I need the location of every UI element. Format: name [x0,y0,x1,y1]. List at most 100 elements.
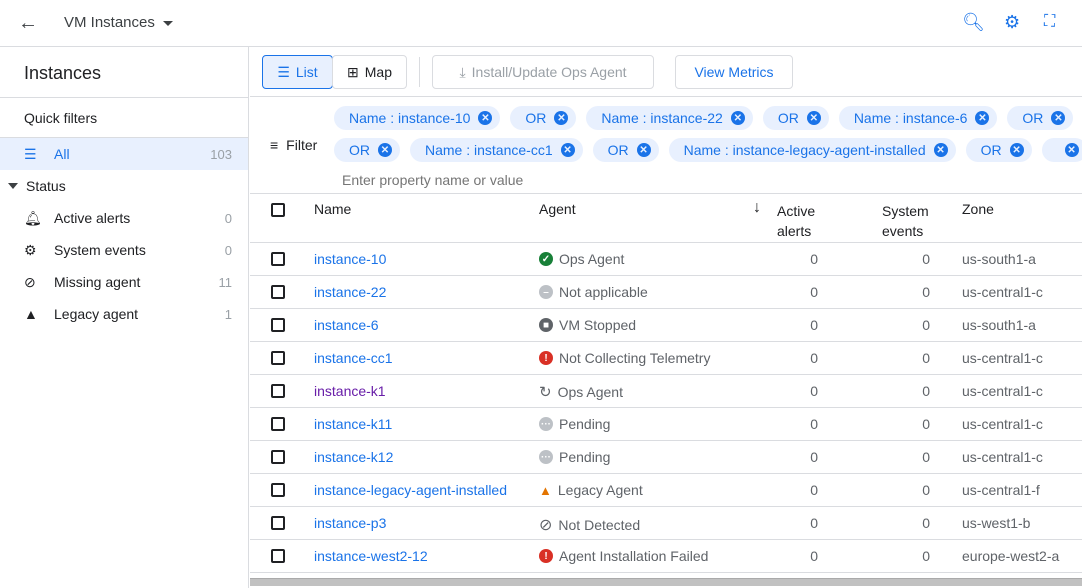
updating-icon: ↻ [539,384,552,401]
column-active-alerts[interactable]: Active alerts [777,201,815,241]
filter-chip[interactable]: Name : instance-legacy-agent-installed ✕ [668,138,956,162]
sidebar-item-legacy-agent[interactable]: ▲ Legacy agent 1 [0,298,248,330]
agent-status: – Not applicable [539,284,648,300]
warning-icon: ▲ [539,482,552,498]
close-icon[interactable]: ✕ [806,111,821,125]
page-title-dropdown[interactable]: VM Instances [64,14,173,31]
column-agent[interactable]: Agent [539,201,576,217]
label: List [295,64,318,80]
filter-input[interactable] [342,172,742,188]
instance-link[interactable]: instance-k11 [314,416,393,432]
sidebar-item-system-events[interactable]: ⚙ System events 0 [0,234,248,266]
system-events-value: 0 [922,350,930,366]
close-icon[interactable]: ✕ [933,143,948,157]
search-refresh-icon[interactable]: 🔍︎ [962,12,985,32]
sidebar-title: Instances [0,47,248,98]
row-checkbox[interactable] [271,318,285,332]
filter-chip[interactable]: OR ✕ [965,138,1032,162]
row-checkbox[interactable] [271,516,285,530]
row-checkbox[interactable] [271,417,285,431]
filter-chip[interactable]: OR ✕ [592,138,659,162]
filter-chip[interactable]: OR ✕ [762,106,829,130]
chip-label: Name : instance-10 [349,110,471,126]
system-events-value: 0 [922,482,930,498]
row-checkbox[interactable] [271,450,285,464]
filter-chip[interactable]: Name : instance-cc1 ✕ [410,138,583,162]
row-checkbox[interactable] [271,483,285,497]
horizontal-scrollbar[interactable] [250,578,1082,586]
status-section-toggle[interactable]: Status [0,170,248,202]
row-checkbox[interactable] [271,252,285,266]
table-row: instance-22 – Not applicable 0 0 us-centr… [250,276,1082,309]
row-checkbox[interactable] [271,285,285,299]
filter-icon: ≡ [270,137,279,153]
row-checkbox[interactable] [271,549,285,563]
close-icon[interactable]: ✕ [730,111,745,125]
filter-chip[interactable]: OR ✕ [334,138,400,162]
zone-value: us-central1-c [962,383,1043,399]
close-icon[interactable]: ✕ [1064,143,1079,157]
row-checkbox[interactable] [271,351,285,365]
instance-link[interactable]: instance-k1 [314,383,386,399]
agent-label: Ops Agent [557,384,623,400]
instance-link[interactable]: instance-p3 [314,515,387,531]
instance-link[interactable]: instance-cc1 [314,350,393,366]
close-icon[interactable]: ✕ [560,143,575,157]
fullscreen-icon[interactable]: ⛶ [1044,13,1056,30]
select-all-checkbox[interactable] [271,203,285,217]
filter-chip[interactable]: OR ✕ [510,106,577,130]
chip-label: Name : instance-6 [853,110,968,126]
list-view-button[interactable]: ☰ List [262,55,333,89]
sidebar-item-missing-agent[interactable]: ⊘ Missing agent 11 [0,266,248,298]
label: Active alerts [54,210,131,226]
instance-link[interactable]: instance-10 [314,251,387,267]
sidebar-item-all[interactable]: ☰ All 103 [0,138,248,170]
close-icon[interactable]: ✕ [554,111,569,125]
active-alerts-value: 0 [810,482,818,498]
filter-chip[interactable]: Name : instance-6 ✕ [838,106,998,130]
agent-status: ■ VM Stopped [539,317,636,333]
close-icon[interactable]: ✕ [1051,111,1066,125]
download-icon: ⤓ [459,63,466,80]
install-ops-agent-button[interactable]: ⤓ Install/Update Ops Agent [432,55,654,89]
ok-status-icon: ✓ [539,252,553,266]
agent-label: VM Stopped [559,317,637,333]
instance-link[interactable]: instance-22 [314,284,387,300]
count: 103 [210,146,232,162]
instance-link[interactable]: instance-west2-12 [314,548,428,564]
active-alerts-value: 0 [810,548,818,564]
instance-link[interactable]: instance-legacy-agent-installed [314,482,507,498]
row-checkbox[interactable] [271,384,285,398]
filter-chip[interactable]: OR ✕ [1007,106,1074,130]
column-system-events[interactable]: System events [882,201,929,241]
active-alerts-value: 0 [810,317,818,333]
agent-label: Not Detected [558,517,641,533]
l1: Active [777,203,816,219]
view-metrics-button[interactable]: View Metrics [675,55,793,89]
sidebar-item-active-alerts[interactable]: 🔔︎ Active alerts 0 [0,202,248,234]
map-view-button[interactable]: ⊞ Map [332,55,407,89]
back-arrow-icon[interactable]: ← [18,12,38,34]
count: 1 [224,306,232,322]
sort-down-arrow-icon[interactable]: ↓ [753,199,761,216]
close-icon[interactable]: ✕ [636,143,651,157]
instance-link[interactable]: instance-6 [314,317,379,333]
filter-chip[interactable]: ✕ [1041,138,1082,162]
agent-status: ··· Pending [539,449,610,465]
active-alerts-value: 0 [810,416,818,432]
agent-label: Ops Agent [559,251,625,267]
close-icon[interactable]: ✕ [378,143,392,157]
agent-label: Not applicable [559,284,648,300]
filter-chip[interactable]: Name : instance-22 ✕ [586,106,753,130]
active-alerts-value: 0 [810,284,818,300]
filter-chip[interactable]: Name : instance-10 ✕ [334,106,501,130]
active-alerts-value: 0 [810,383,818,399]
column-zone[interactable]: Zone [962,201,994,217]
gear-icon[interactable]: ⚙ [1004,12,1021,32]
close-icon[interactable]: ✕ [975,111,990,125]
page-title: VM Instances [64,14,155,31]
instance-link[interactable]: instance-k12 [314,449,394,465]
close-icon[interactable]: ✕ [478,111,493,125]
close-icon[interactable]: ✕ [1009,143,1024,157]
column-name[interactable]: Name [314,201,352,217]
